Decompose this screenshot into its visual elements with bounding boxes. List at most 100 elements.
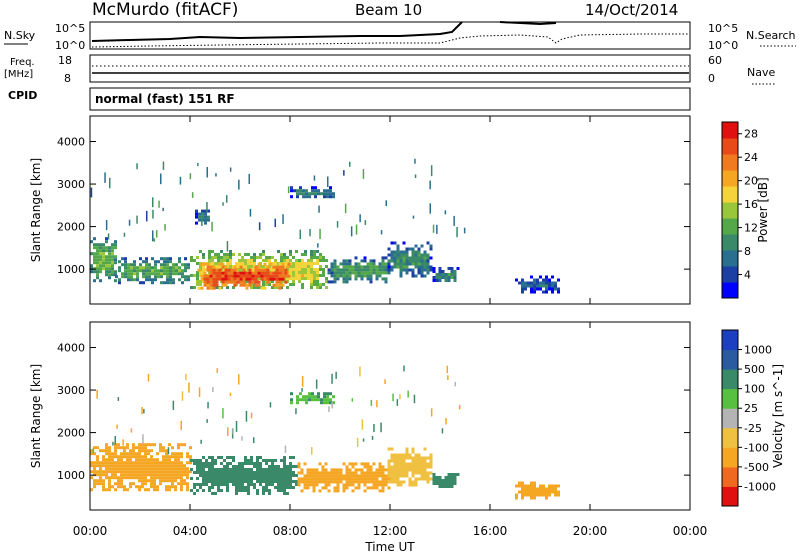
power-cell [206,277,210,281]
velocity-cell [444,479,448,482]
power-cell [239,283,243,287]
velocity-cell [378,483,382,487]
power-cell [142,275,145,279]
power-cell [542,284,545,288]
velocity-cell [199,471,202,474]
power-echo [299,229,301,240]
nsearch-tick-high: 10^5 [708,22,738,35]
velocity-cell [186,488,189,492]
velocity-cell [384,480,388,484]
power-cell [178,269,181,273]
velocity-cell [423,471,427,475]
power-cell [266,280,270,284]
power-cell [399,262,403,266]
velocity-cell [321,486,325,490]
power-cell [444,276,448,279]
power-cell [195,215,198,219]
power-echo [229,167,232,172]
velocity-cell [153,470,156,474]
velocity-cell [247,471,250,474]
power-cell [121,275,124,279]
power-cell [151,281,154,285]
power-cell [142,281,145,285]
power-cell [420,256,424,260]
velocity-cell [402,480,406,484]
velocity-cell [438,485,442,488]
power-cell [384,265,388,269]
velocity-cell [426,474,430,478]
velocity-echo [359,366,361,377]
velocity-cell [247,486,250,489]
velocity-cell [186,473,189,477]
velocity-cell [323,398,326,402]
power-cell [251,277,255,281]
power-cell [360,277,364,281]
power-cell [295,277,298,280]
velocity-cell [247,474,250,477]
power-cell [345,268,349,272]
velocity-cell [271,471,274,474]
velocity-cell [369,486,373,490]
velocity-echo [245,410,248,422]
power-cell [220,256,223,259]
velocity-cell [533,490,536,494]
power-cell [178,260,181,264]
power-cell [127,269,130,273]
power-cell [172,281,175,285]
power-cell [290,186,293,190]
velocity-colorbar-segment [722,427,738,448]
velocity-cell [369,468,373,472]
power-cell [105,240,108,244]
power-cell [111,273,114,277]
power-cell [190,256,193,259]
velocity-cell [271,465,274,468]
velocity-cell [114,464,117,468]
power-cell [200,277,204,281]
power-cell [160,272,163,276]
velocity-cell [375,480,379,484]
velocity-cell [232,471,235,474]
power-cell [333,280,337,284]
velocity-echo [141,407,143,415]
power-cell [108,264,111,268]
velocity-cell [432,473,436,476]
velocity-cell [171,470,174,474]
power-cell [184,278,187,282]
power-cell [275,280,279,284]
power-cell [99,255,102,259]
velocity-cell [250,459,253,462]
velocity-cell [183,473,186,477]
velocity-cell [438,479,442,482]
velocity-cell [317,398,320,402]
velocity-cell [539,493,542,497]
power-cell [250,286,253,289]
power-cell [281,268,285,272]
velocity-cell [138,452,141,456]
velocity-cell [265,477,268,480]
velocity-cell [132,482,135,486]
velocity-cell [150,473,153,477]
power-cell [224,283,228,287]
power-cell [187,263,190,267]
power-cell [221,274,225,278]
velocity-cell [351,483,355,487]
velocity-cell [542,490,545,494]
velocity-cell [180,464,183,468]
velocity-cell [311,392,314,396]
velocity-cell [262,459,265,462]
power-cell [172,266,175,270]
velocity-cell [450,482,454,485]
power-cell [414,250,418,254]
power-cell [533,287,536,291]
power-cell [372,259,376,263]
power-colorbar-segment [722,138,738,155]
velocity-cell [235,465,238,468]
velocity-echo [331,373,333,384]
velocity-echo [351,398,354,402]
power-y-label: Slant Range [km] [29,158,43,262]
velocity-cell [393,462,397,466]
power-cell [292,265,295,268]
power-cell [198,212,201,216]
velocity-cell [156,464,159,468]
velocity-cell [238,471,241,474]
